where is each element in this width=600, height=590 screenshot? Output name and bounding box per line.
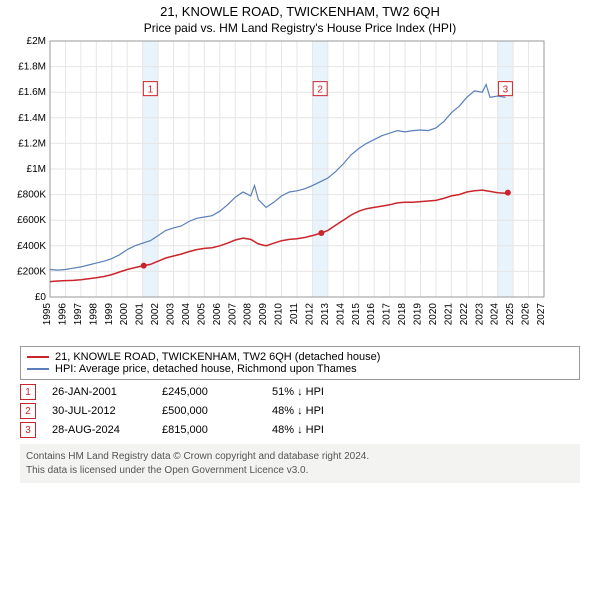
ytick-label: £800K bbox=[17, 190, 46, 201]
title-line2: Price paid vs. HM Land Registry's House … bbox=[0, 21, 600, 35]
xtick-label: 2027 bbox=[536, 303, 547, 326]
xtick-label: 2005 bbox=[196, 303, 207, 326]
xtick-label: 2001 bbox=[135, 303, 146, 326]
xtick-label: 2008 bbox=[243, 303, 254, 326]
chart-svg: £0 £200K £400K £600K £800K £1M £1.2M £1.4M £1.6M… bbox=[0, 35, 560, 340]
legend-swatch bbox=[27, 356, 49, 358]
sale-point-1 bbox=[141, 263, 147, 269]
xtick-label: 2018 bbox=[397, 303, 408, 326]
sale-date: 28-AUG-2024 bbox=[52, 424, 162, 436]
xtick-label: 2019 bbox=[413, 303, 424, 326]
sale-row-1: 1 26-JAN-2001£245,00051% ↓ HPI bbox=[20, 384, 580, 400]
sale-point-2 bbox=[318, 230, 324, 236]
footer-line1: Contains HM Land Registry data © Crown c… bbox=[26, 450, 574, 464]
sale-marker-icon: 2 bbox=[20, 403, 36, 419]
xtick-label: 2020 bbox=[428, 303, 439, 326]
sale-marker-icon: 3 bbox=[20, 422, 36, 438]
sale-row-3: 3 28-AUG-2024£815,00048% ↓ HPI bbox=[20, 422, 580, 438]
ytick-label: £1.2M bbox=[18, 138, 46, 149]
xtick-label: 1995 bbox=[42, 303, 53, 326]
sale-point-3 bbox=[505, 190, 511, 196]
legend-swatch bbox=[27, 368, 49, 370]
ytick-label: £1.6M bbox=[18, 87, 46, 98]
ytick-label: £1.8M bbox=[18, 62, 46, 73]
ytick-label: £200K bbox=[17, 266, 46, 277]
xtick-label: 1998 bbox=[88, 303, 99, 326]
xtick-label: 2013 bbox=[320, 303, 331, 326]
xtick-label: 2009 bbox=[258, 303, 269, 326]
sales-table: 1 26-JAN-2001£245,00051% ↓ HPI 2 30-JUL-201… bbox=[0, 384, 600, 438]
ytick-label: £2M bbox=[27, 36, 46, 47]
xtick-label: 2022 bbox=[459, 303, 470, 326]
ytick-label: £600K bbox=[17, 215, 46, 226]
legend-label: 21, KNOWLE ROAD, TWICKENHAM, TW2 6QH (de… bbox=[55, 351, 380, 363]
xtick-label: 2010 bbox=[274, 303, 285, 326]
xtick-label: 2023 bbox=[474, 303, 485, 326]
xtick-label: 1999 bbox=[104, 303, 115, 326]
xtick-label: 2017 bbox=[382, 303, 393, 326]
sale-date: 30-JUL-2012 bbox=[52, 405, 162, 417]
sale-row-2: 2 30-JUL-2012£500,00048% ↓ HPI bbox=[20, 403, 580, 419]
title-block: 21, KNOWLE ROAD, TWICKENHAM, TW2 6QH Pri… bbox=[0, 0, 600, 35]
xtick-label: 2014 bbox=[335, 303, 346, 326]
line-chart: £0 £200K £400K £600K £800K £1M £1.2M £1.4M £1.6M… bbox=[0, 35, 600, 340]
ytick-label: £0 bbox=[35, 292, 47, 303]
legend: 21, KNOWLE ROAD, TWICKENHAM, TW2 6QH (de… bbox=[20, 346, 580, 380]
legend-item-property: 21, KNOWLE ROAD, TWICKENHAM, TW2 6QH (de… bbox=[27, 351, 573, 363]
xtick-label: 2026 bbox=[521, 303, 532, 326]
xtick-label: 2025 bbox=[505, 303, 516, 326]
sale-date: 26-JAN-2001 bbox=[52, 386, 162, 398]
legend-item-hpi: HPI: Average price, detached house, Rich… bbox=[27, 363, 573, 375]
xtick-label: 2000 bbox=[119, 303, 130, 326]
title-line1: 21, KNOWLE ROAD, TWICKENHAM, TW2 6QH bbox=[0, 4, 600, 19]
xtick-label: 2015 bbox=[351, 303, 362, 326]
sale-vs-hpi: 48% ↓ HPI bbox=[272, 424, 324, 436]
footer-line2: This data is licensed under the Open Gov… bbox=[26, 464, 574, 478]
ytick-label: £1.4M bbox=[18, 113, 46, 124]
sale-price: £500,000 bbox=[162, 405, 272, 417]
sale-price: £815,000 bbox=[162, 424, 272, 436]
xtick-label: 2007 bbox=[227, 303, 238, 326]
legend-label: HPI: Average price, detached house, Rich… bbox=[55, 363, 357, 375]
xtick-label: 2012 bbox=[304, 303, 315, 326]
xtick-label: 2021 bbox=[443, 303, 454, 326]
xtick-label: 2003 bbox=[166, 303, 177, 326]
xtick-label: 2004 bbox=[181, 303, 192, 326]
year-marker-label-3: 3 bbox=[503, 85, 509, 96]
figure: 21, KNOWLE ROAD, TWICKENHAM, TW2 6QH Pri… bbox=[0, 0, 600, 590]
xtick-label: 2006 bbox=[212, 303, 223, 326]
ytick-label: £400K bbox=[17, 241, 46, 252]
attribution-footer: Contains HM Land Registry data © Crown c… bbox=[20, 444, 580, 483]
xtick-label: 1997 bbox=[73, 303, 84, 326]
xtick-label: 1996 bbox=[57, 303, 68, 326]
xtick-label: 2024 bbox=[490, 303, 501, 326]
xtick-label: 2002 bbox=[150, 303, 161, 326]
year-marker-label-1: 1 bbox=[148, 85, 154, 96]
sale-vs-hpi: 51% ↓ HPI bbox=[272, 386, 324, 398]
year-marker-label-2: 2 bbox=[317, 85, 323, 96]
xtick-label: 2011 bbox=[289, 303, 300, 325]
sale-marker-icon: 1 bbox=[20, 384, 36, 400]
sale-vs-hpi: 48% ↓ HPI bbox=[272, 405, 324, 417]
sale-price: £245,000 bbox=[162, 386, 272, 398]
ytick-label: £1M bbox=[27, 164, 46, 175]
xtick-label: 2016 bbox=[366, 303, 377, 326]
